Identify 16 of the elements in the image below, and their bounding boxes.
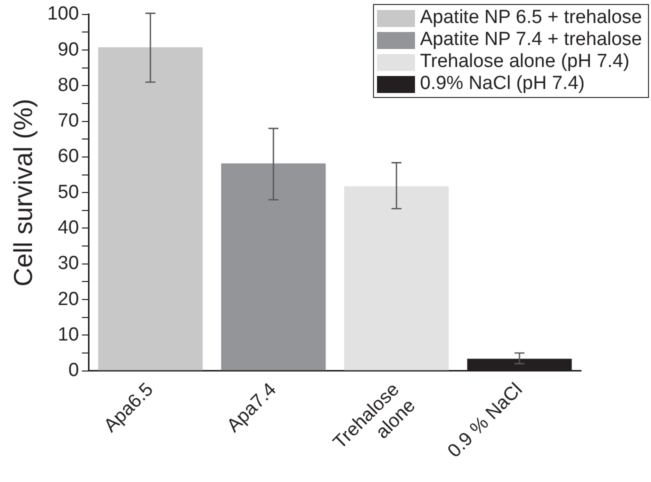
y-tick-label: 80	[58, 74, 79, 96]
legend-label: Apatite NP 6.5 + trehalose	[420, 7, 642, 29]
y-tick-label: 70	[58, 110, 79, 132]
legend-label: Apatite NP 7.4 + trehalose	[420, 29, 642, 51]
y-tick-label: 50	[58, 182, 79, 203]
y-tick-label: 90	[58, 39, 79, 60]
y-axis-title: Cell survival (%)	[8, 98, 38, 287]
legend-label: 0.9% NaCl (pH 7.4)	[420, 73, 585, 95]
y-tick-label: 20	[58, 288, 79, 310]
y-tick-label: 100	[47, 4, 79, 25]
y-tick-label: 30	[58, 253, 79, 274]
y-tick-label: 60	[58, 146, 79, 168]
legend-label: Trehalose alone (pH 7.4)	[420, 51, 630, 73]
y-tick-label: 10	[58, 324, 79, 346]
y-tick-label: 0	[68, 360, 79, 382]
y-tick-label: 40	[58, 217, 79, 238]
